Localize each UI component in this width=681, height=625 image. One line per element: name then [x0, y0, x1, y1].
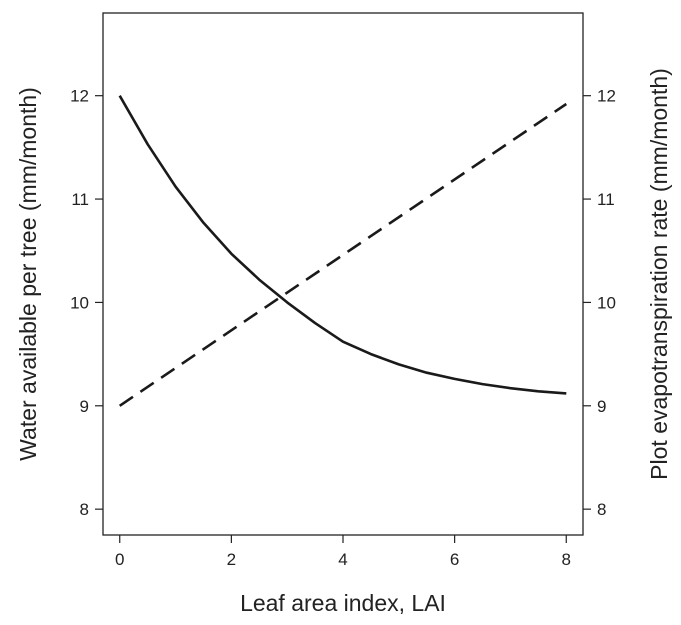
right-y-axis-ticks: 8 9 10 11 12	[583, 87, 616, 519]
right-y-tick-label: 8	[597, 500, 606, 519]
right-y-tick-label: 11	[597, 190, 615, 209]
x-tick-label: 2	[227, 550, 236, 569]
right-y-tick-label: 9	[597, 397, 606, 416]
x-axis-title: Leaf area index, LAI	[240, 590, 446, 616]
series-layer	[118, 95, 568, 407]
right-y-axis-title: Plot evapotranspiration rate (mm/month)	[646, 68, 672, 480]
x-tick-label: 0	[115, 550, 124, 569]
left-y-tick-label: 12	[70, 87, 89, 106]
right-y-tick-label: 12	[597, 87, 616, 106]
left-y-tick-label: 9	[80, 397, 89, 416]
water-available-line	[118, 95, 567, 395]
plot-frame	[102, 12, 584, 536]
left-y-axis-title: Water available per tree (mm/month)	[15, 87, 41, 461]
x-axis-ticks: 0 2 4 6 8	[115, 535, 571, 569]
x-tick-label: 6	[450, 550, 459, 569]
left-y-tick-label: 8	[80, 500, 89, 519]
left-y-axis-ticks: 8 9 10 11 12	[70, 87, 103, 519]
x-tick-label: 4	[338, 550, 347, 569]
left-y-tick-label: 11	[71, 190, 89, 209]
x-tick-label: 8	[562, 550, 571, 569]
right-y-tick-label: 10	[597, 293, 616, 312]
left-y-tick-label: 10	[70, 293, 89, 312]
evapotranspiration-line	[118, 102, 568, 407]
